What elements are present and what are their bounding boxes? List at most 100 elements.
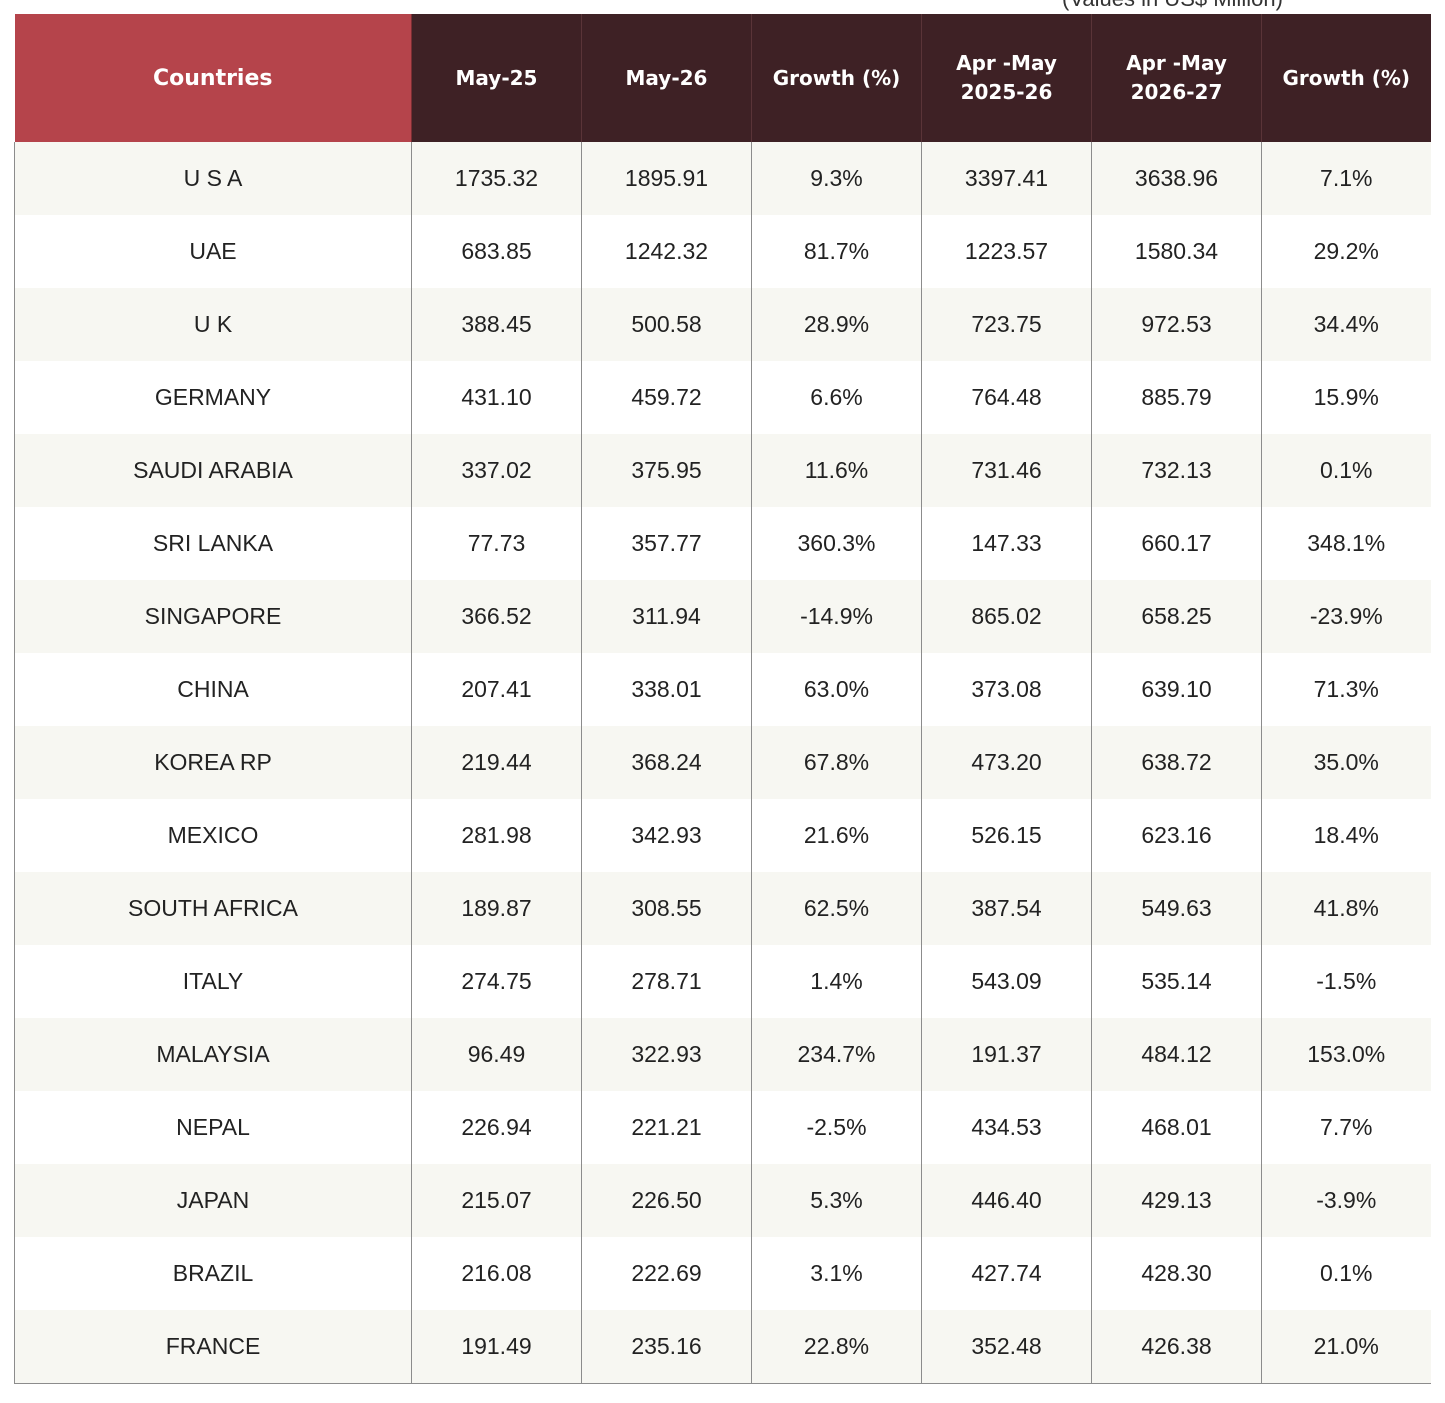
table-row: CHINA 207.41 338.01 63.0% 373.08 639.10 71.3% xyxy=(14,653,1431,726)
table-row: NEPAL 226.94 221.21 -2.5% 434.53 468.01 7.7% xyxy=(14,1091,1431,1164)
value-cell: 387.54 xyxy=(921,872,1092,945)
value-cell: 368.24 xyxy=(581,726,752,799)
value-cell: 434.53 xyxy=(921,1091,1092,1164)
header-row: Countries May-25 May-26 Growth (%) Apr -May 2… xyxy=(14,14,1431,142)
value-cell: 222.69 xyxy=(581,1237,752,1310)
header-label: Apr -May xyxy=(1126,51,1227,75)
table-row: BRAZIL 216.08 222.69 3.1% 427.74 428.30 0.1% xyxy=(14,1237,1431,1310)
value-cell: 427.74 xyxy=(921,1237,1092,1310)
value-cell: 41.8% xyxy=(1261,872,1431,945)
value-cell: 15.9% xyxy=(1261,361,1431,434)
value-cell: 71.3% xyxy=(1261,653,1431,726)
header-growth-monthly: Growth (%) xyxy=(751,14,922,142)
value-cell: 375.95 xyxy=(581,434,752,507)
value-cell: 0.1% xyxy=(1261,1237,1431,1310)
value-cell: 623.16 xyxy=(1091,799,1262,872)
table-body: U S A 1735.32 1895.91 9.3% 3397.41 3638.96 7.1… xyxy=(14,142,1431,1384)
value-cell: 972.53 xyxy=(1091,288,1262,361)
country-cell: JAPAN xyxy=(14,1164,412,1237)
value-cell: 234.7% xyxy=(751,1018,922,1091)
country-cell: SAUDI ARABIA xyxy=(14,434,412,507)
header-may-26: May-26 xyxy=(581,14,752,142)
header-apr-may-2026-27: Apr -May 2026-27 xyxy=(1091,14,1262,142)
value-cell: -3.9% xyxy=(1261,1164,1431,1237)
value-cell: 1895.91 xyxy=(581,142,752,215)
header-label: Apr -May xyxy=(956,51,1057,75)
value-cell: 308.55 xyxy=(581,872,752,945)
export-table-container: Countries May-25 May-26 Growth (%) Apr -May 2… xyxy=(14,14,1431,1384)
value-cell: 226.50 xyxy=(581,1164,752,1237)
value-cell: 426.38 xyxy=(1091,1310,1262,1384)
value-cell: 731.46 xyxy=(921,434,1092,507)
value-cell: 81.7% xyxy=(751,215,922,288)
export-table: Countries May-25 May-26 Growth (%) Apr -May 2… xyxy=(14,14,1431,1384)
country-cell: MALAYSIA xyxy=(14,1018,412,1091)
value-cell: -23.9% xyxy=(1261,580,1431,653)
country-cell: BRAZIL xyxy=(14,1237,412,1310)
value-cell: 337.02 xyxy=(411,434,582,507)
value-cell: 764.48 xyxy=(921,361,1092,434)
value-cell: 274.75 xyxy=(411,945,582,1018)
value-cell: 21.0% xyxy=(1261,1310,1431,1384)
value-cell: 388.45 xyxy=(411,288,582,361)
table-row: U K 388.45 500.58 28.9% 723.75 972.53 34.4% xyxy=(14,288,1431,361)
table-row: SAUDI ARABIA 337.02 375.95 11.6% 731.46 732.1… xyxy=(14,434,1431,507)
header-label: May-26 xyxy=(625,65,708,90)
value-cell: 153.0% xyxy=(1261,1018,1431,1091)
value-cell: 360.3% xyxy=(751,507,922,580)
table-row: UAE 683.85 1242.32 81.7% 1223.57 1580.34 29.2% xyxy=(14,215,1431,288)
value-cell: 215.07 xyxy=(411,1164,582,1237)
header-growth-cumulative: Growth (%) xyxy=(1261,14,1431,142)
value-cell: 22.8% xyxy=(751,1310,922,1384)
table-row: GERMANY 431.10 459.72 6.6% 764.48 885.79 15.9% xyxy=(14,361,1431,434)
country-cell: GERMANY xyxy=(14,361,412,434)
value-cell: 446.40 xyxy=(921,1164,1092,1237)
header-may-25: May-25 xyxy=(411,14,582,142)
value-cell: -1.5% xyxy=(1261,945,1431,1018)
value-cell: 278.71 xyxy=(581,945,752,1018)
value-cell: -2.5% xyxy=(751,1091,922,1164)
value-cell: 885.79 xyxy=(1091,361,1262,434)
value-cell: 660.17 xyxy=(1091,507,1262,580)
header-countries: Countries xyxy=(14,14,412,142)
value-cell: 207.41 xyxy=(411,653,582,726)
value-cell: 34.4% xyxy=(1261,288,1431,361)
value-cell: 9.3% xyxy=(751,142,922,215)
value-cell: 216.08 xyxy=(411,1237,582,1310)
header-label: 2026-27 xyxy=(1130,80,1223,104)
value-cell: -14.9% xyxy=(751,580,922,653)
country-cell: NEPAL xyxy=(14,1091,412,1164)
value-cell: 6.6% xyxy=(751,361,922,434)
value-cell: 1242.32 xyxy=(581,215,752,288)
table-row: SRI LANKA 77.73 357.77 360.3% 147.33 660.17 34… xyxy=(14,507,1431,580)
value-cell: 35.0% xyxy=(1261,726,1431,799)
country-cell: UAE xyxy=(14,215,412,288)
value-cell: 373.08 xyxy=(921,653,1092,726)
value-cell: 7.1% xyxy=(1261,142,1431,215)
value-cell: 191.49 xyxy=(411,1310,582,1384)
value-cell: 535.14 xyxy=(1091,945,1262,1018)
value-cell: 484.12 xyxy=(1091,1018,1262,1091)
table-row: MEXICO 281.98 342.93 21.6% 526.15 623.16 18.4% xyxy=(14,799,1431,872)
value-cell: 235.16 xyxy=(581,1310,752,1384)
value-cell: 357.77 xyxy=(581,507,752,580)
value-cell: 658.25 xyxy=(1091,580,1262,653)
value-cell: 189.87 xyxy=(411,872,582,945)
value-cell: 147.33 xyxy=(921,507,1092,580)
value-cell: 7.7% xyxy=(1261,1091,1431,1164)
country-cell: SRI LANKA xyxy=(14,507,412,580)
table-row: ITALY 274.75 278.71 1.4% 543.09 535.14 -1.5% xyxy=(14,945,1431,1018)
value-cell: 63.0% xyxy=(751,653,922,726)
value-cell: 342.93 xyxy=(581,799,752,872)
header-label: May-25 xyxy=(455,65,538,90)
value-cell: 459.72 xyxy=(581,361,752,434)
value-cell: 18.4% xyxy=(1261,799,1431,872)
value-cell: 219.44 xyxy=(411,726,582,799)
header-label: 2025-26 xyxy=(960,80,1053,104)
value-cell: 281.98 xyxy=(411,799,582,872)
value-cell: 526.15 xyxy=(921,799,1092,872)
value-cell: 348.1% xyxy=(1261,507,1431,580)
value-cell: 1.4% xyxy=(751,945,922,1018)
value-cell: 543.09 xyxy=(921,945,1092,1018)
country-cell: ITALY xyxy=(14,945,412,1018)
